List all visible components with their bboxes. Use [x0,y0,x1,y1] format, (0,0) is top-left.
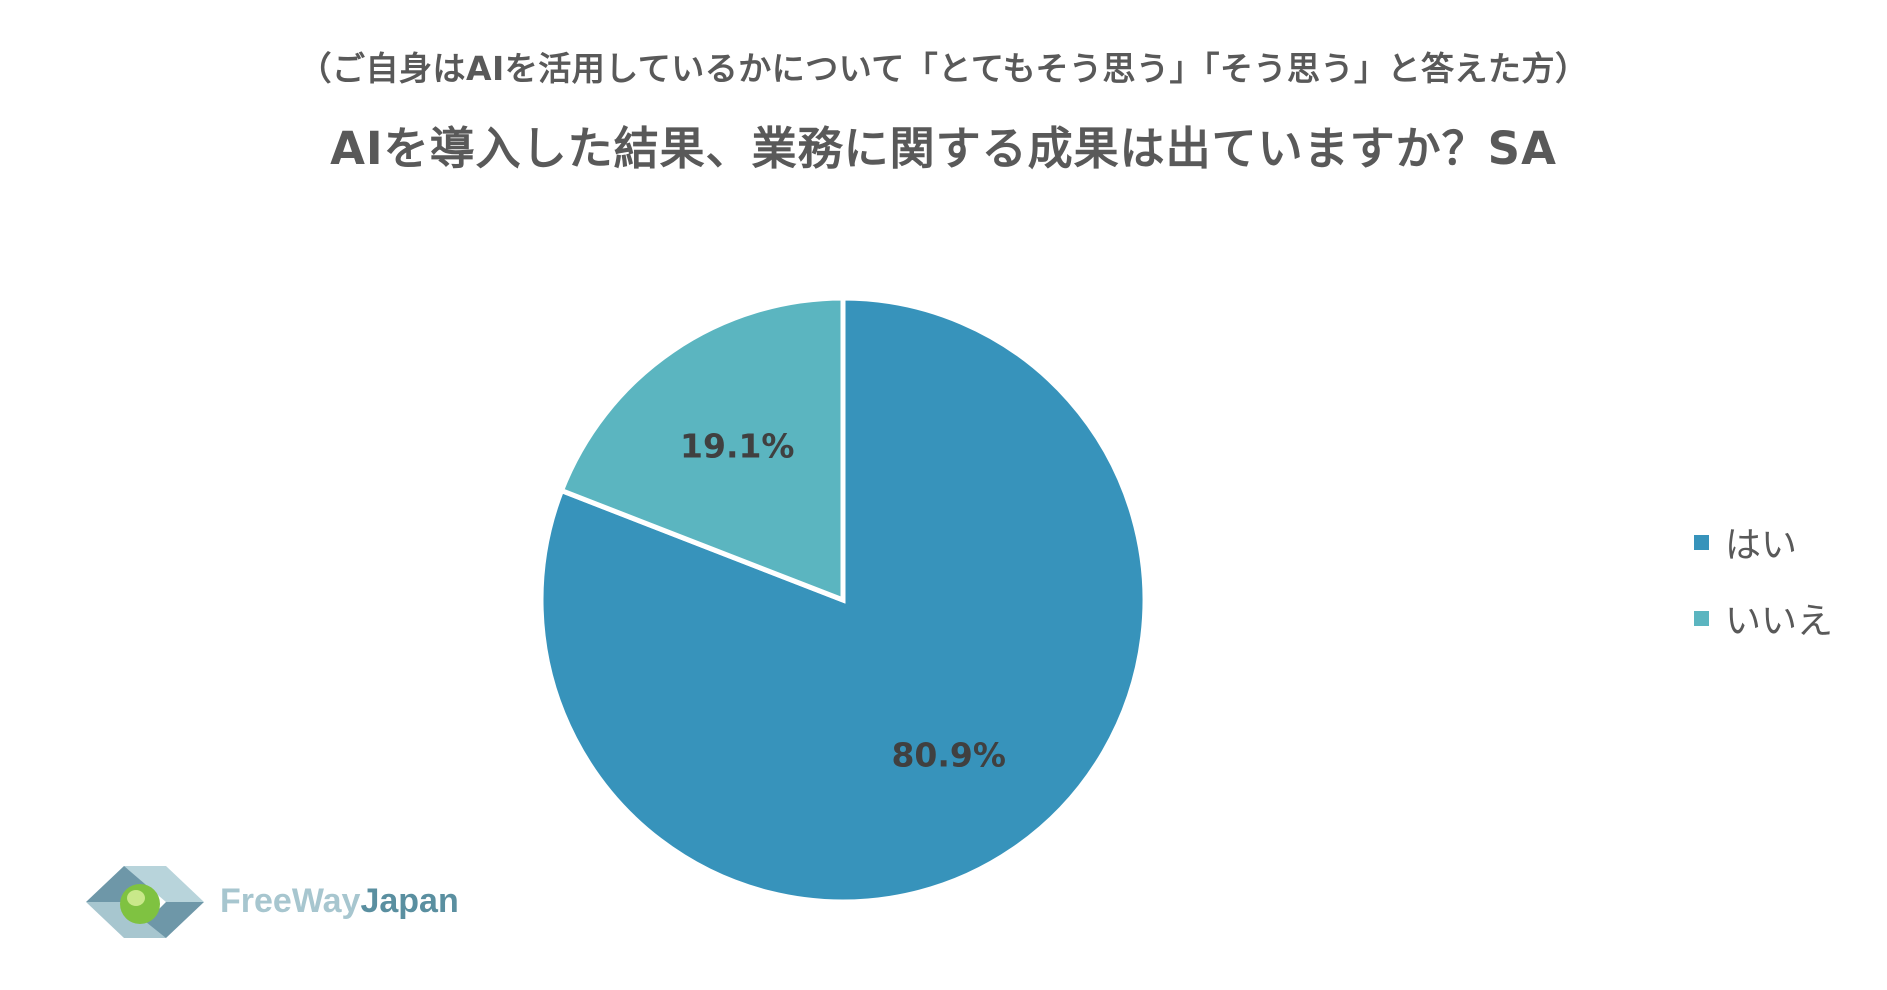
legend: はい いいえ [1694,522,1833,674]
company-logo: FreeWayJapan [86,852,486,952]
pie-slice-no [558,295,846,604]
data-label-yes: 80.9% [891,736,1006,775]
chart-subtitle: （ご自身はAIを活用しているかについて「とてもそう思う」「そう思う」と答えた方） [298,49,1589,88]
logo-text: FreeWayJapan [220,882,459,921]
logo-mark-icon [86,866,204,938]
legend-swatch-no [1694,610,1709,626]
logo-text-freeway: FreeWay [220,882,361,920]
legend-label-yes: はい [1725,525,1798,566]
legend-item-no: いいえ [1694,598,1833,642]
legend-item-yes: はい [1694,522,1833,566]
logo-text-japan: Japan [360,882,459,920]
legend-swatch-yes [1694,534,1709,550]
pie-slices [538,295,1148,905]
chart-title: AIを導入した結果、業務に関する成果は出ていますか？SA [330,122,1557,175]
pie-data-labels: 80.9% 19.1% [680,426,1006,774]
legend-label-no: いいえ [1725,601,1834,642]
data-label-no: 19.1% [680,426,795,465]
